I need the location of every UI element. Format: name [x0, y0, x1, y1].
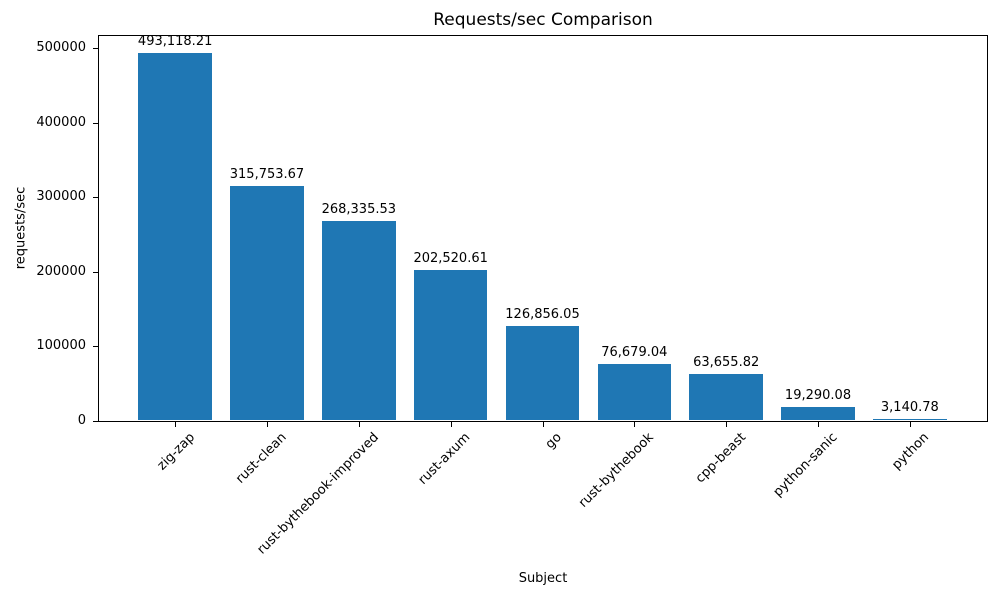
bar-value-label: 202,520.61 [413, 251, 488, 267]
x-tick-label-rust-clean: rust-clean [232, 430, 290, 487]
x-tick-label-rust-axum: rust-axum [415, 430, 474, 488]
bar-value-label: 315,753.67 [229, 166, 305, 182]
bar-cpp-beast [689, 373, 763, 420]
bar-value-label: 493,118.21 [137, 34, 213, 50]
x-tick-label-rust-bythebook: rust-bythebook [576, 430, 657, 511]
y-tick-mark [93, 346, 98, 348]
y-tick-mark [93, 48, 98, 50]
bar-python-sanic [781, 406, 855, 420]
chart-title: Requests/sec Comparison [433, 10, 653, 30]
x-tick-mark [450, 422, 452, 427]
x-tick-label-python: python [889, 430, 933, 473]
x-tick-label-cpp-beast: cpp-beast [692, 430, 749, 487]
x-tick-mark [175, 422, 177, 427]
y-tick-label: 500000 [36, 40, 86, 56]
x-tick-mark [542, 422, 544, 427]
bar-rust-bythebook-improved [322, 220, 396, 420]
bar-value-label: 126,856.05 [505, 307, 580, 323]
bar-rust-bythebook [597, 363, 672, 420]
bar-rust-axum [413, 270, 488, 420]
bar-value-label: 268,335.53 [321, 201, 397, 217]
y-tick-mark [93, 421, 98, 422]
x-tick-label-go: go [543, 430, 566, 453]
x-tick-mark [909, 422, 911, 427]
x-tick-mark [266, 422, 268, 427]
y-tick-label: 200000 [36, 263, 86, 279]
bar-python [873, 418, 947, 420]
x-tick-mark [358, 422, 360, 427]
x-tick-label-python-sanic: python-sanic [770, 430, 841, 500]
x-tick-mark [726, 422, 728, 427]
bar-value-label: 63,655.82 [693, 354, 760, 370]
bar-value-label: 3,140.78 [880, 399, 939, 415]
y-tick-mark [93, 122, 98, 124]
y-tick-label: 0 [77, 413, 86, 428]
y-tick-mark [93, 197, 98, 199]
bar-value-label: 19,290.08 [784, 387, 852, 403]
bar-rust-clean [230, 185, 304, 420]
x-axis-label: Subject [518, 571, 568, 586]
x-tick-label-zig-zap: zig-zap [154, 430, 198, 474]
y-tick-mark [93, 271, 98, 273]
bar-go [505, 326, 580, 420]
y-tick-label: 400000 [36, 114, 86, 130]
x-tick-mark [818, 422, 820, 427]
bar-value-label: 76,679.04 [601, 344, 668, 360]
y-tick-label: 300000 [36, 189, 86, 205]
bar-zig-zap [138, 53, 212, 420]
x-tick-mark [634, 422, 636, 427]
y-tick-label: 100000 [36, 338, 86, 354]
